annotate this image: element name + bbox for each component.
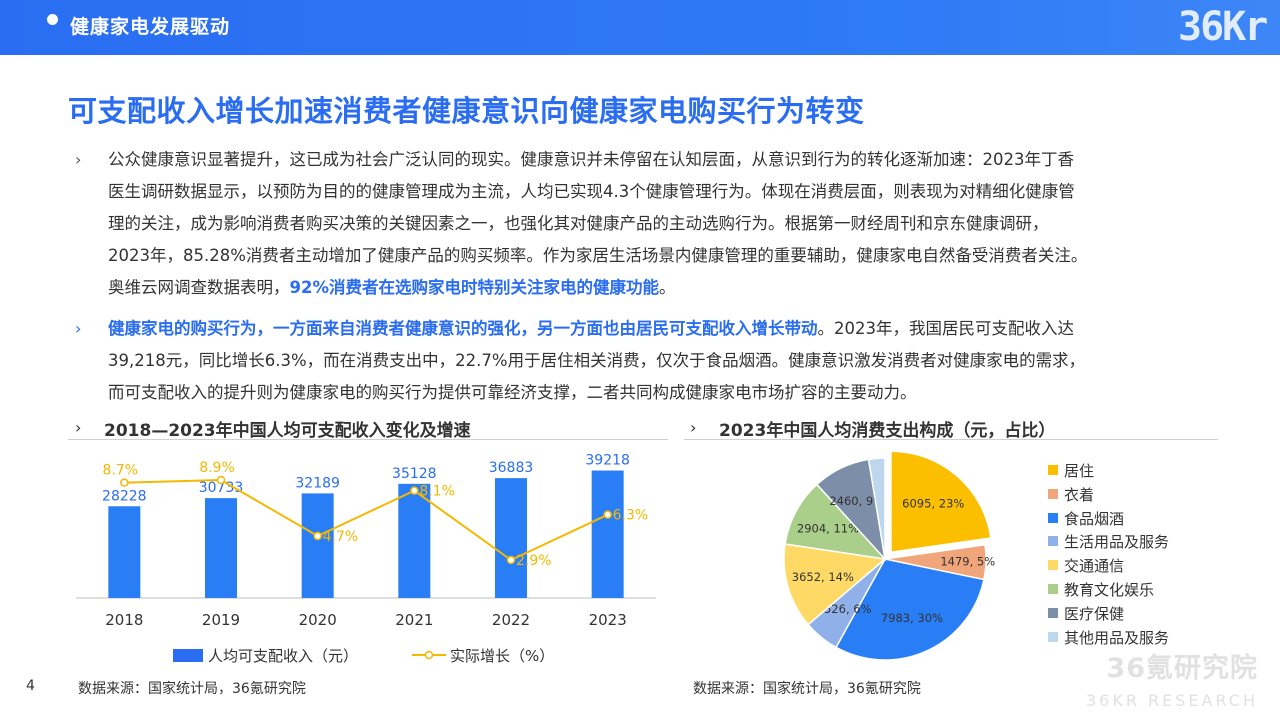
legend-label: 教育文化娱乐	[1064, 581, 1155, 599]
legend-swatch	[1048, 560, 1058, 571]
bar-value-label: 35128	[392, 466, 437, 482]
income-bar	[398, 483, 431, 598]
x-tick-label: 2023	[589, 611, 627, 629]
growth-line	[124, 478, 609, 562]
paragraph-line: 39,218元，同比增长6.3%，而在消费支出中，22.7%用于居住相关消费，仅…	[108, 351, 1086, 370]
x-tick-label: 2020	[299, 611, 337, 629]
bar-value-label: 39218	[585, 453, 630, 469]
legend-swatch	[1048, 488, 1058, 499]
legend-swatch	[1048, 607, 1058, 618]
highlight-text: 健康家电的购买行为，一方面来自消费者健康意识的强化，另一方面也由居民可支配收入增…	[108, 319, 818, 338]
legend-swatch	[1048, 631, 1058, 642]
bullet-marker: ›	[75, 319, 82, 338]
growth-value-label: 6.3%	[613, 508, 649, 524]
section-divider	[684, 439, 1218, 440]
income-bar	[205, 498, 237, 598]
legend-label: 其他用品及服务	[1064, 628, 1170, 647]
banner-title: 健康家电发展驱动	[70, 16, 231, 38]
legend-swatch	[1048, 512, 1058, 523]
legend-line-swatch	[412, 650, 446, 660]
growth-point	[313, 531, 322, 541]
income-combo-chart: 28228 2018 30733 2019 32189 2020 35128 2021 3688…	[76, 453, 656, 629]
legend-label: 食品烟酒	[1064, 509, 1125, 528]
bar-value-label: 36883	[489, 460, 534, 476]
pie-slice-label: 1479, 5%	[940, 555, 995, 569]
income-bar	[108, 506, 141, 598]
legend-swatch	[1048, 536, 1058, 547]
legend-label: 居住	[1064, 462, 1095, 480]
right-chart-title: 2023年中国人均消费支出构成（元，占比）	[719, 421, 1056, 441]
x-tick-label: 2018	[105, 611, 143, 629]
legend-label: 医疗保健	[1064, 604, 1125, 623]
growth-point	[120, 478, 129, 487]
growth-value-label: 2.9%	[516, 553, 552, 569]
paragraph-line: 健康家电的购买行为，一方面来自消费者健康意识的强化，另一方面也由居民可支配收入增…	[108, 313, 1228, 345]
bar-value-label: 28228	[102, 488, 147, 504]
pie-slice	[835, 558, 985, 661]
paragraph-line: 而可支配收入的提升则为健康家电的购买行为提供可靠经济支撑，二者共同构成健康家电市…	[108, 383, 917, 402]
pie-slice-label: 2904, 11%	[797, 522, 859, 536]
pie-slice	[890, 450, 992, 554]
paragraph-2: 健康家电的购买行为，一方面来自消费者健康意识的强化，另一方面也由居民可支配收入增…	[108, 313, 1228, 409]
bullet-marker: ›	[75, 150, 82, 169]
legend-label: 衣着	[1064, 485, 1095, 504]
highlight-text: 92%消费者在选购家电时特别关注家电的健康功能	[289, 278, 660, 297]
legend-swatch	[1048, 584, 1058, 594]
watermark-cn: 36氪研究院	[1106, 653, 1258, 684]
top-banner: 健康家电发展驱动 36Kr	[0, 0, 1280, 55]
growth-value-label: 4.7%	[323, 529, 359, 545]
x-tick-label: 2022	[492, 611, 530, 629]
legend-swatch	[1048, 465, 1058, 475]
paragraph-line: 理的关注，成为影响消费者购买决策的关键因素之一，也强化其对健康产品的主动选购行为…	[108, 214, 1049, 233]
legend-label: 交通通信	[1064, 557, 1125, 576]
pie-slice-label: 7983, 30%	[881, 611, 943, 625]
x-tick-label: 2019	[202, 611, 240, 629]
bar-value-label: 30733	[199, 480, 244, 496]
section-arrow: ›	[690, 418, 697, 437]
legend-bar-swatch	[173, 649, 203, 662]
growth-value-label: 8.9%	[199, 460, 235, 476]
income-bar	[495, 478, 527, 598]
text-span: 。2023年，我国居民可支配收入达	[817, 319, 1075, 338]
growth-point	[603, 510, 612, 519]
section-divider	[68, 439, 668, 440]
watermark-en: 36KR RESEARCH	[1085, 691, 1258, 710]
pie-slice-label: 2460, 9%	[829, 494, 884, 508]
paragraph-line: 2023年，85.28%消费者主动增加了健康产品的购买频率。作为家居生活场景内健…	[108, 246, 1088, 265]
x-tick-label: 2021	[395, 611, 433, 629]
growth-point	[506, 555, 516, 565]
text-span: 奥维云网调查数据表明，	[108, 278, 290, 297]
pie-slice-label: 6095, 23%	[902, 496, 964, 510]
text-span: 。	[659, 278, 676, 297]
bar-value-label: 32189	[295, 475, 340, 491]
growth-point	[410, 486, 419, 495]
paragraph-line: 公众健康意识显著提升，这已成为社会广泛认同的现实。健康意识并未停留在认知层面，从…	[108, 150, 1074, 169]
banner-dot	[47, 14, 58, 25]
brand-logo: 36Kr	[1178, 4, 1268, 50]
watermark: 36氪研究院 36KR RESEARCH	[1086, 646, 1258, 710]
source-note-left: 数据来源：国家统计局，36氪研究院	[78, 681, 306, 697]
growth-value-label: 8.7%	[103, 463, 139, 479]
pie-slice	[867, 457, 886, 560]
paragraph-line: 奥维云网调查数据表明，92%消费者在选购家电时特别关注家电的健康功能。	[108, 272, 1228, 304]
page-number: 4	[26, 678, 35, 694]
income-bar	[591, 470, 624, 598]
left-chart-title: 2018—2023年中国人均可支配收入变化及增速	[104, 421, 471, 441]
paragraph-1: 公众健康意识显著提升，这已成为社会广泛认同的现实。健康意识并未停留在认知层面，从…	[108, 144, 1228, 304]
source-note-right: 数据来源：国家统计局，36氪研究院	[693, 681, 921, 697]
legend-label: 生活用品及服务	[1064, 533, 1170, 552]
pie-slice	[783, 543, 887, 626]
legend-bar-label: 人均可支配收入（元）	[208, 647, 359, 665]
income-bar	[301, 493, 334, 598]
page-headline: 可支配收入增长加速消费者健康意识向健康家电购买行为转变	[68, 94, 865, 128]
growth-point	[216, 475, 226, 485]
paragraph-line: 医生调研数据显示，以预防为目的的健康管理成为主流，人均已实现4.3个健康管理行为…	[108, 182, 1075, 201]
legend-line-label: 实际增长（%）	[450, 647, 555, 665]
growth-value-label: 8.1%	[419, 484, 455, 500]
pie-slice	[784, 483, 887, 561]
expenditure-pie-chart: 6095, 23%1479, 5%7983, 30%1526, 6%3652, …	[783, 450, 995, 661]
section-arrow: ›	[75, 418, 82, 437]
pie-slice-label: 3652, 14%	[792, 570, 854, 584]
